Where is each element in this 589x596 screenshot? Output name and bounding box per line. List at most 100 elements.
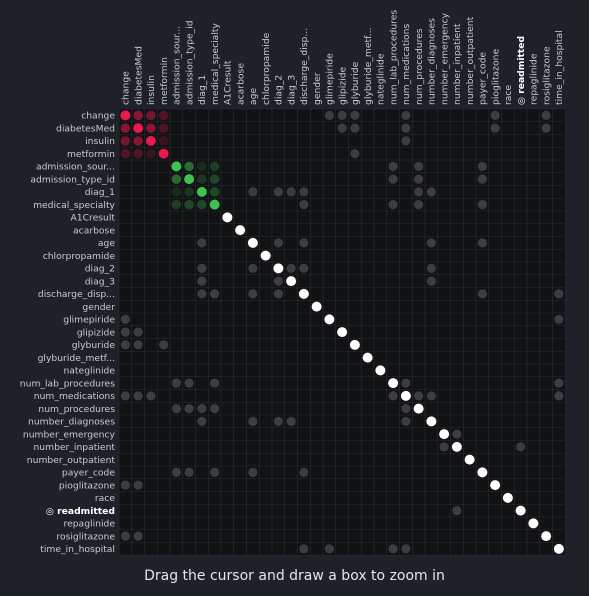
correlation-matrix[interactable]: changediabetesMedinsulinmetforminadmissi…	[0, 0, 589, 560]
cell-diabetesmed-glyburide[interactable]	[350, 123, 360, 133]
diagonal-cell-admission-sour[interactable]	[171, 161, 182, 172]
cell-admission-type-id-medical-specialty[interactable]	[209, 174, 220, 184]
cell-time-in-hospital-num-medications[interactable]	[401, 544, 411, 554]
diagonal-cell-time-in-hospital[interactable]	[553, 543, 564, 554]
cell-diag-3-diag-1[interactable]	[197, 276, 207, 286]
cell-age-discharge-disp[interactable]	[299, 238, 309, 248]
cell-pioglitazone-change[interactable]	[120, 480, 130, 490]
cell-medical-specialty-admission-type-id[interactable]	[184, 199, 194, 210]
cell-age-payer-code[interactable]	[477, 238, 487, 248]
diagonal-cell-metformin[interactable]	[158, 148, 169, 159]
cell-number-emergency-number-inpatient[interactable]	[452, 429, 462, 439]
cell-diabetesmed-pioglitazone[interactable]	[490, 123, 500, 133]
cell-num-medications-number-diagnoses[interactable]	[426, 391, 436, 401]
diagonal-cell-pioglitazone[interactable]	[490, 480, 501, 491]
diagonal-cell-rosiglitazone[interactable]	[541, 531, 552, 542]
cell-payer-code-age[interactable]	[248, 467, 258, 477]
cell-metformin-diabetesmed[interactable]	[133, 148, 143, 159]
diagonal-cell-nateglinide[interactable]	[375, 365, 386, 376]
cell-num-medications-num-procedures[interactable]	[414, 391, 424, 401]
cell-glyburide-metformin[interactable]	[159, 340, 169, 350]
cell-diag-1-diag-3[interactable]	[286, 187, 296, 197]
cell-insulin-diabetesmed[interactable]	[133, 136, 143, 146]
cell-glyburide-change[interactable]	[120, 340, 130, 350]
cell-admission-sour-num-procedures[interactable]	[414, 161, 424, 171]
cell-num-lab-procedures-admission-sour[interactable]	[171, 378, 181, 388]
diagonal-cell-glyburide[interactable]	[349, 339, 360, 350]
cell-diag-1-medical-specialty[interactable]	[209, 187, 220, 197]
diagonal-cell-number-diagnoses[interactable]	[426, 416, 437, 427]
cell-num-medications-diabetesmed[interactable]	[133, 391, 143, 401]
cell-glimepiride-change[interactable]	[120, 314, 130, 324]
cell-diag-2-diag-1[interactable]	[197, 263, 207, 273]
cell-diag-1-discharge-disp[interactable]	[299, 187, 309, 197]
cell-change-glipizide[interactable]	[337, 110, 347, 120]
diagonal-cell-glipizide[interactable]	[337, 327, 348, 338]
cell-admission-type-id-payer-code[interactable]	[477, 174, 487, 184]
cell-rosiglitazone-change[interactable]	[120, 531, 130, 541]
cell-change-metformin[interactable]	[158, 110, 169, 121]
cell-glipizide-diabetesmed[interactable]	[133, 327, 143, 337]
diagonal-cell-repaglinide[interactable]	[528, 518, 539, 529]
cell-rosiglitazone-diabetesmed[interactable]	[133, 531, 143, 541]
cell-insulin-metformin[interactable]	[158, 136, 169, 146]
cell-age-number-diagnoses[interactable]	[426, 238, 436, 248]
cell-num-medications-change[interactable]	[120, 391, 130, 401]
diagonal-cell-chlorpropamide[interactable]	[260, 250, 271, 261]
diagonal-cell-num-lab-procedures[interactable]	[388, 378, 399, 389]
cell-time-in-hospital-glimepiride[interactable]	[324, 544, 334, 554]
cell-payer-code-discharge-disp[interactable]	[299, 467, 309, 477]
cell-diabetesmed-metformin[interactable]	[158, 123, 169, 133]
cell-diabetesmed-change[interactable]	[120, 123, 131, 133]
cell-metformin-glyburide[interactable]	[350, 149, 360, 159]
cell-number-inpatient-readmitted[interactable]	[516, 442, 526, 452]
cell-diabetesmed-insulin[interactable]	[146, 123, 156, 133]
diagonal-cell-num-procedures[interactable]	[413, 403, 424, 414]
cell-num-medications-insulin[interactable]	[146, 391, 156, 401]
cell-admission-sour-num-lab-procedures[interactable]	[388, 161, 398, 171]
cell-num-lab-procedures-time-in-hospital[interactable]	[554, 378, 564, 388]
diagonal-cell-race[interactable]	[502, 492, 513, 503]
diagonal-cell-readmitted[interactable]	[515, 505, 526, 516]
diagonal-cell-glimepiride[interactable]	[324, 314, 335, 325]
cell-time-in-hospital-num-lab-procedures[interactable]	[388, 544, 398, 554]
cell-change-pioglitazone[interactable]	[490, 110, 500, 120]
cell-discharge-disp-diag-1[interactable]	[197, 289, 207, 299]
cell-diabetesmed-num-medications[interactable]	[401, 123, 411, 133]
cell-admission-type-id-num-lab-procedures[interactable]	[388, 174, 398, 184]
diagonal-cell-insulin[interactable]	[145, 135, 156, 146]
cell-admission-type-id-admission-sour[interactable]	[171, 174, 182, 184]
cell-payer-code-admission-sour[interactable]	[171, 467, 181, 477]
cell-glimepiride-time-in-hospital[interactable]	[554, 314, 564, 324]
cell-medical-specialty-diag-1[interactable]	[197, 199, 207, 210]
cell-diag-3-diag-2[interactable]	[273, 276, 283, 286]
cell-diag-1-admission-type-id[interactable]	[184, 187, 194, 197]
cell-diag-2-number-diagnoses[interactable]	[426, 263, 436, 273]
cell-num-procedures-admission-type-id[interactable]	[184, 404, 194, 414]
cell-glyburide-diabetesmed[interactable]	[133, 340, 143, 350]
diagonal-cell-number-outpatient[interactable]	[464, 454, 475, 465]
diagonal-cell-diag-3[interactable]	[286, 276, 297, 287]
cell-admission-sour-admission-type-id[interactable]	[184, 161, 194, 172]
cell-num-procedures-medical-specialty[interactable]	[210, 404, 220, 414]
cell-diag-1-num-procedures[interactable]	[414, 187, 424, 197]
cell-diabetesmed-glipizide[interactable]	[337, 123, 347, 133]
cell-time-in-hospital-discharge-disp[interactable]	[299, 544, 309, 554]
cell-change-insulin[interactable]	[146, 110, 156, 121]
cell-num-lab-procedures-admission-type-id[interactable]	[184, 378, 194, 388]
diagonal-cell-diag-2[interactable]	[273, 263, 284, 274]
cell-pioglitazone-diabetesmed[interactable]	[133, 480, 143, 490]
cell-metformin-change[interactable]	[120, 148, 131, 159]
cell-medical-specialty-admission-sour[interactable]	[171, 199, 182, 210]
diagonal-cell-number-inpatient[interactable]	[451, 441, 462, 452]
cell-medical-specialty-num-lab-procedures[interactable]	[388, 200, 398, 210]
cell-payer-code-admission-type-id[interactable]	[184, 467, 194, 477]
cell-number-diagnoses-diag-2[interactable]	[273, 416, 283, 426]
cell-admission-sour-diag-1[interactable]	[197, 161, 207, 172]
cell-number-inpatient-number-emergency[interactable]	[439, 442, 449, 452]
diagonal-cell-num-medications[interactable]	[400, 390, 411, 401]
cell-diabetesmed-rosiglitazone[interactable]	[541, 123, 551, 133]
diagonal-cell-diag-1[interactable]	[196, 186, 207, 197]
cell-number-diagnoses-diag-1[interactable]	[197, 416, 207, 426]
diagonal-cell-admission-type-id[interactable]	[184, 174, 195, 185]
